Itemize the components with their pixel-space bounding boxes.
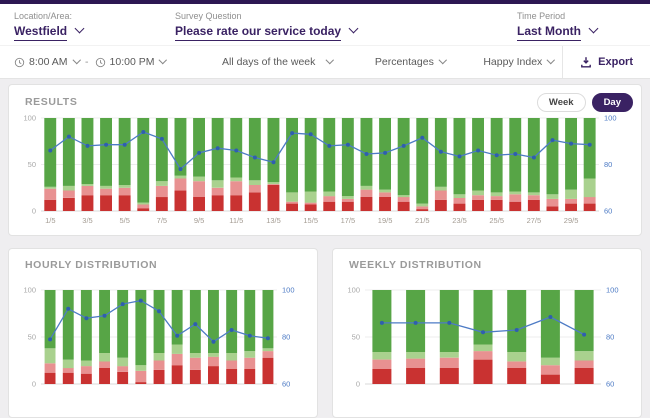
weekly-distribution-title: WEEKLY DISTRIBUTION — [349, 259, 482, 271]
time-period-label: Time Period — [517, 11, 566, 21]
svg-text:5/5: 5/5 — [119, 216, 129, 225]
time-period-value: Last Month — [517, 24, 581, 41]
svg-text:27/5: 27/5 — [527, 216, 542, 225]
location-dropdown[interactable]: Westfield — [14, 23, 85, 41]
chevron-down-icon — [438, 56, 447, 64]
svg-text:60: 60 — [606, 380, 614, 389]
clock-icon — [95, 57, 106, 68]
hourly-distribution-chart: 0 50 100 60 80 100 — [17, 277, 309, 395]
hourly-distribution-title: HOURLY DISTRIBUTION — [25, 259, 158, 271]
weekly-distribution-card: WEEKLY DISTRIBUTION 0 50 100 60 80 100 — [332, 248, 642, 418]
results-card: RESULTS Week Day 0 50 100 60 80 100 1/5 3/5 5/5 7… — [8, 84, 642, 236]
top-accent-strip — [0, 0, 650, 4]
chevron-down-icon — [159, 56, 168, 64]
svg-text:15/5: 15/5 — [303, 216, 318, 225]
svg-text:100: 100 — [282, 286, 295, 295]
svg-text:23/5: 23/5 — [452, 216, 467, 225]
location-dropdown-value: Westfield — [14, 24, 68, 41]
weekly-distribution-chart: 0 50 100 60 80 100 — [341, 277, 633, 395]
svg-text:60: 60 — [282, 380, 290, 389]
svg-text:0: 0 — [32, 207, 36, 216]
chevron-down-icon — [72, 56, 81, 64]
svg-text:100: 100 — [23, 286, 36, 295]
svg-text:1/5: 1/5 — [45, 216, 55, 225]
toolbar: 8:00 AM - 10:00 PM All days of the week … — [0, 45, 650, 79]
results-chart-svg: 0 50 100 60 80 100 1/5 3/5 5/5 7/5 9/5 11/5 13/5 15/5… — [23, 114, 617, 225]
svg-text:9/5: 9/5 — [194, 216, 204, 225]
svg-text:17/5: 17/5 — [341, 216, 356, 225]
location-filter-label: Location/Area: — [14, 11, 73, 21]
survey-question-value: Please rate our service today — [175, 24, 342, 41]
index-value: Happy Index — [483, 56, 543, 68]
time-period-filter: Time Period Last Month — [517, 11, 599, 41]
svg-text:100: 100 — [604, 114, 617, 123]
hourly-distribution-card: HOURLY DISTRIBUTION 0 50 100 60 80 100 — [8, 248, 318, 418]
time-from-dropdown[interactable]: 8:00 AM — [14, 56, 81, 68]
svg-text:19/5: 19/5 — [378, 216, 393, 225]
svg-text:80: 80 — [604, 160, 612, 169]
week-day-toggle: Week Day — [536, 92, 633, 112]
chevron-down-icon — [588, 23, 599, 34]
svg-text:60: 60 — [604, 207, 612, 216]
metric-value: Percentages — [374, 56, 434, 68]
days-filter-value: All days of the week — [221, 56, 316, 68]
chevron-down-icon — [74, 23, 85, 34]
metric-dropdown[interactable]: Percentages — [374, 56, 447, 68]
svg-text:21/5: 21/5 — [415, 216, 430, 225]
svg-text:0: 0 — [32, 380, 36, 389]
svg-text:80: 80 — [606, 333, 614, 342]
time-period-dropdown[interactable]: Last Month — [517, 23, 599, 41]
hourly-chart-svg: 0 50 100 60 80 100 — [23, 286, 295, 389]
export-label: Export — [598, 56, 633, 68]
location-filter: Location/Area: Westfield — [14, 11, 85, 41]
svg-text:13/5: 13/5 — [266, 216, 281, 225]
time-from-value: 8:00 AM — [29, 56, 68, 68]
svg-text:7/5: 7/5 — [157, 216, 167, 225]
weekly-chart-svg: 0 50 100 60 80 100 — [347, 286, 619, 389]
chevron-down-icon — [348, 23, 359, 34]
survey-question-dropdown[interactable]: Please rate our service today — [175, 23, 359, 41]
svg-text:50: 50 — [352, 333, 360, 342]
chevron-down-icon — [547, 56, 555, 64]
survey-question-filter: Survey Question Please rate our service … — [175, 11, 359, 41]
results-chart: 0 50 100 60 80 100 1/5 3/5 5/5 7/5 9/5 11/5 13/5 15/5… — [17, 113, 633, 225]
svg-text:100: 100 — [347, 286, 360, 295]
time-to-dropdown[interactable]: 10:00 PM — [95, 56, 168, 68]
svg-text:50: 50 — [28, 160, 36, 169]
clock-icon — [14, 57, 25, 68]
download-icon — [581, 57, 592, 68]
svg-text:0: 0 — [356, 380, 360, 389]
export-button[interactable]: Export — [562, 46, 650, 78]
index-dropdown[interactable]: Happy Index — [483, 56, 555, 68]
svg-text:11/5: 11/5 — [229, 216, 243, 225]
time-to-value: 10:00 PM — [109, 56, 155, 68]
svg-text:25/5: 25/5 — [489, 216, 504, 225]
survey-question-label: Survey Question — [175, 11, 242, 21]
header-bar: Location/Area: Westfield Survey Question… — [0, 4, 650, 45]
svg-text:50: 50 — [28, 333, 36, 342]
day-toggle-button[interactable]: Day — [591, 92, 633, 112]
svg-text:100: 100 — [23, 114, 36, 123]
days-filter-dropdown[interactable]: All days of the week — [221, 56, 335, 68]
time-range-separator: - — [85, 56, 89, 68]
svg-text:100: 100 — [606, 286, 619, 295]
results-title: RESULTS — [25, 96, 78, 108]
svg-text:80: 80 — [282, 333, 290, 342]
svg-text:29/5: 29/5 — [564, 216, 579, 225]
chevron-down-icon — [326, 56, 335, 64]
week-toggle-button[interactable]: Week — [536, 92, 586, 112]
svg-text:3/5: 3/5 — [82, 216, 92, 225]
